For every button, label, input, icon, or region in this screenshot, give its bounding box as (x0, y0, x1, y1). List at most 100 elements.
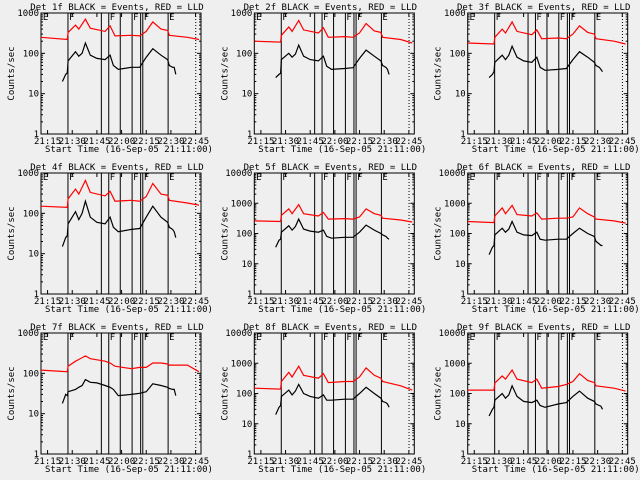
x-axis-label: Start Time (16-Sep-05 21:11:00) (45, 145, 213, 155)
y-tick-label: 1 (34, 450, 39, 460)
flag-label-F: F (133, 13, 138, 23)
x-tick-label: 21:45 (83, 457, 110, 467)
x-tick-label: 22:15 (559, 297, 586, 307)
plot-frame (253, 332, 415, 455)
flag-label-F: F (560, 173, 565, 183)
y-tick-label: 10 (28, 250, 39, 260)
x-tick-label: 21:30 (59, 457, 86, 467)
detector-panel-6: Det 6f BLACK = Events, RED = LLD 1 10 100 10… (434, 163, 640, 315)
detector-panel-1: Det 1f BLACK = Events, RED = LLD 1 10 100 10… (7, 3, 213, 155)
x-tick-label: 21:15 (34, 297, 61, 307)
panel-title: Det 6f BLACK = Events, RED = LLD (457, 163, 630, 173)
flag-label-F: F (346, 13, 351, 23)
y-tick-label: 1000 (444, 9, 466, 19)
plot-frame (467, 12, 629, 135)
events-series-line (61, 41, 177, 82)
x-tick-label: 22:30 (584, 297, 611, 307)
lld-series-line (467, 204, 626, 224)
x-tick-label: 21:45 (510, 297, 537, 307)
flag-label-E: E (43, 13, 48, 23)
lld-series-line (254, 19, 413, 44)
y-axis-label: Counts/sec (7, 46, 17, 100)
y-tick-label: 100 (449, 49, 465, 59)
y-axis-label: Counts/sec (434, 46, 444, 100)
flag-label-F: F (496, 173, 501, 183)
y-tick-label: 1 (247, 130, 252, 140)
detector-panel-8: Det 8f BLACK = Events, RED = LLD 1 10 100 10… (220, 323, 426, 475)
flag-label-F: F (496, 333, 501, 343)
flag-label-F: F (323, 333, 328, 343)
x-axis-label: Start Time (16-Sep-05 21:11:00) (45, 305, 213, 315)
x-tick-label: 21:15 (461, 297, 488, 307)
x-tick-label: 21:45 (297, 137, 324, 147)
flag-label-F: F (323, 173, 328, 183)
flag-label-E: E (256, 173, 261, 183)
y-axis-label: Counts/sec (434, 366, 444, 420)
lld-series-line (40, 179, 200, 209)
detector-panel-4: Det 4f BLACK = Events, RED = LLD 1 10 100 10… (7, 163, 213, 315)
y-tick-label: 1000 (17, 329, 39, 339)
y-axis-label: Counts/sec (220, 366, 230, 420)
flag-label-F: F (282, 13, 287, 23)
plot-frame (253, 12, 415, 135)
x-tick-label: 22:45 (609, 297, 636, 307)
detector-panel-9: Det 9f BLACK = Events, RED = LLD 1 10 100 10… (434, 323, 640, 475)
lld-series-line (254, 364, 413, 391)
y-tick-label: 100 (449, 230, 465, 240)
events-series-line (61, 378, 177, 404)
x-axis-label: Start Time (16-Sep-05 21:11:00) (258, 305, 426, 315)
x-tick-label: 21:30 (272, 457, 299, 467)
y-tick-label: 1000 (231, 359, 253, 369)
panel-title: Det 3f BLACK = Events, RED = LLD (457, 3, 630, 13)
panel-title: Det 2f BLACK = Events, RED = LLD (244, 3, 417, 13)
flag-label-E: E (382, 333, 387, 343)
panel-title: Det 7f BLACK = Events, RED = LLD (30, 323, 203, 333)
flag-label-F: F (69, 333, 74, 343)
detector-panel-2: Det 2f BLACK = Events, RED = LLD 1 10 100 10… (220, 3, 426, 155)
y-axis-label: Counts/sec (434, 206, 444, 260)
flag-label-E: E (43, 333, 48, 343)
x-tick-label: 22:15 (346, 297, 373, 307)
y-tick-label: 1 (34, 130, 39, 140)
y-tick-label: 1 (247, 290, 252, 300)
flag-label-F: F (496, 13, 501, 23)
x-tick-label: 21:45 (83, 137, 110, 147)
x-axis-label: Start Time (16-Sep-05 21:11:00) (472, 465, 640, 475)
x-tick-label: 22:15 (133, 137, 160, 147)
x-tick-label: 22:15 (133, 457, 160, 467)
events-series-line (488, 220, 603, 255)
flag-label-F: F (110, 13, 115, 23)
y-tick-label: 1000 (231, 9, 253, 19)
x-tick-label: 22:00 (321, 297, 348, 307)
x-tick-label: 21:15 (247, 137, 274, 147)
x-tick-label: 22:45 (182, 297, 209, 307)
y-axis-label: Counts/sec (7, 366, 17, 420)
plot-frame (40, 12, 202, 135)
flag-label-F: F (346, 333, 351, 343)
x-tick-label: 22:15 (133, 297, 160, 307)
y-tick-label: 10 (241, 90, 252, 100)
x-tick-label: 22:00 (108, 297, 135, 307)
flag-label-E: E (596, 13, 601, 23)
x-tick-label: 22:30 (584, 137, 611, 147)
x-tick-label: 21:45 (510, 137, 537, 147)
flag-label-F: F (570, 13, 575, 23)
x-tick-label: 21:30 (59, 297, 86, 307)
x-tick-label: 22:45 (395, 457, 422, 467)
flag-label-F: F (560, 333, 565, 343)
y-tick-label: 1 (460, 130, 465, 140)
lld-series-line (467, 20, 626, 45)
x-tick-label: 22:30 (371, 137, 398, 147)
events-series-line (275, 383, 390, 415)
y-axis-label: Counts/sec (220, 206, 230, 260)
panel-title: Det 9f BLACK = Events, RED = LLD (457, 323, 630, 333)
y-tick-label: 10000 (225, 169, 252, 179)
x-tick-label: 22:45 (182, 137, 209, 147)
x-tick-label: 21:45 (297, 297, 324, 307)
x-tick-label: 21:45 (510, 457, 537, 467)
flag-label-E: E (382, 173, 387, 183)
x-tick-label: 21:15 (34, 137, 61, 147)
x-axis-label: Start Time (16-Sep-05 21:11:00) (45, 465, 213, 475)
plot-frame (40, 332, 202, 455)
flag-label-F: F (570, 333, 575, 343)
